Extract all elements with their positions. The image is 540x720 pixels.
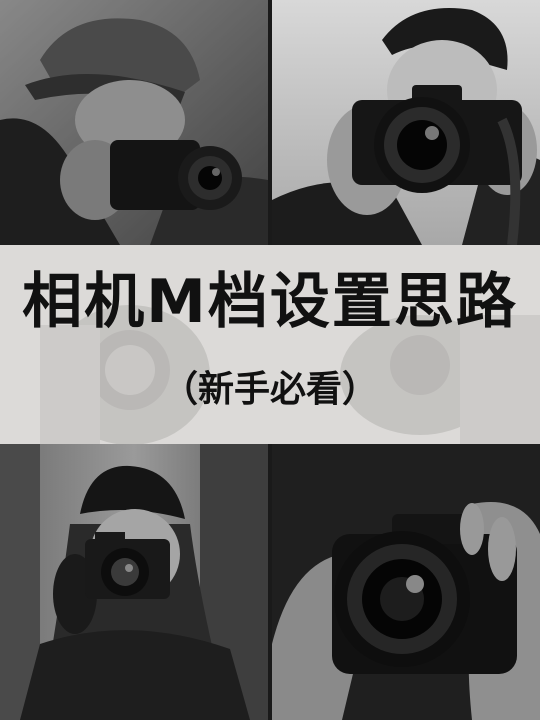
photographer-with-cap-photo: [0, 0, 268, 245]
poster-subtitle: （新手必看）: [161, 369, 378, 410]
poster-title: 相机M档设置思路: [22, 267, 518, 337]
photographer-with-beanie-photo: [0, 444, 268, 720]
hands-holding-camera-photo: [272, 444, 540, 720]
faded-background-photo: [0, 245, 540, 444]
photographer-with-dslr-photo: [272, 0, 540, 245]
title-band: [0, 245, 540, 444]
